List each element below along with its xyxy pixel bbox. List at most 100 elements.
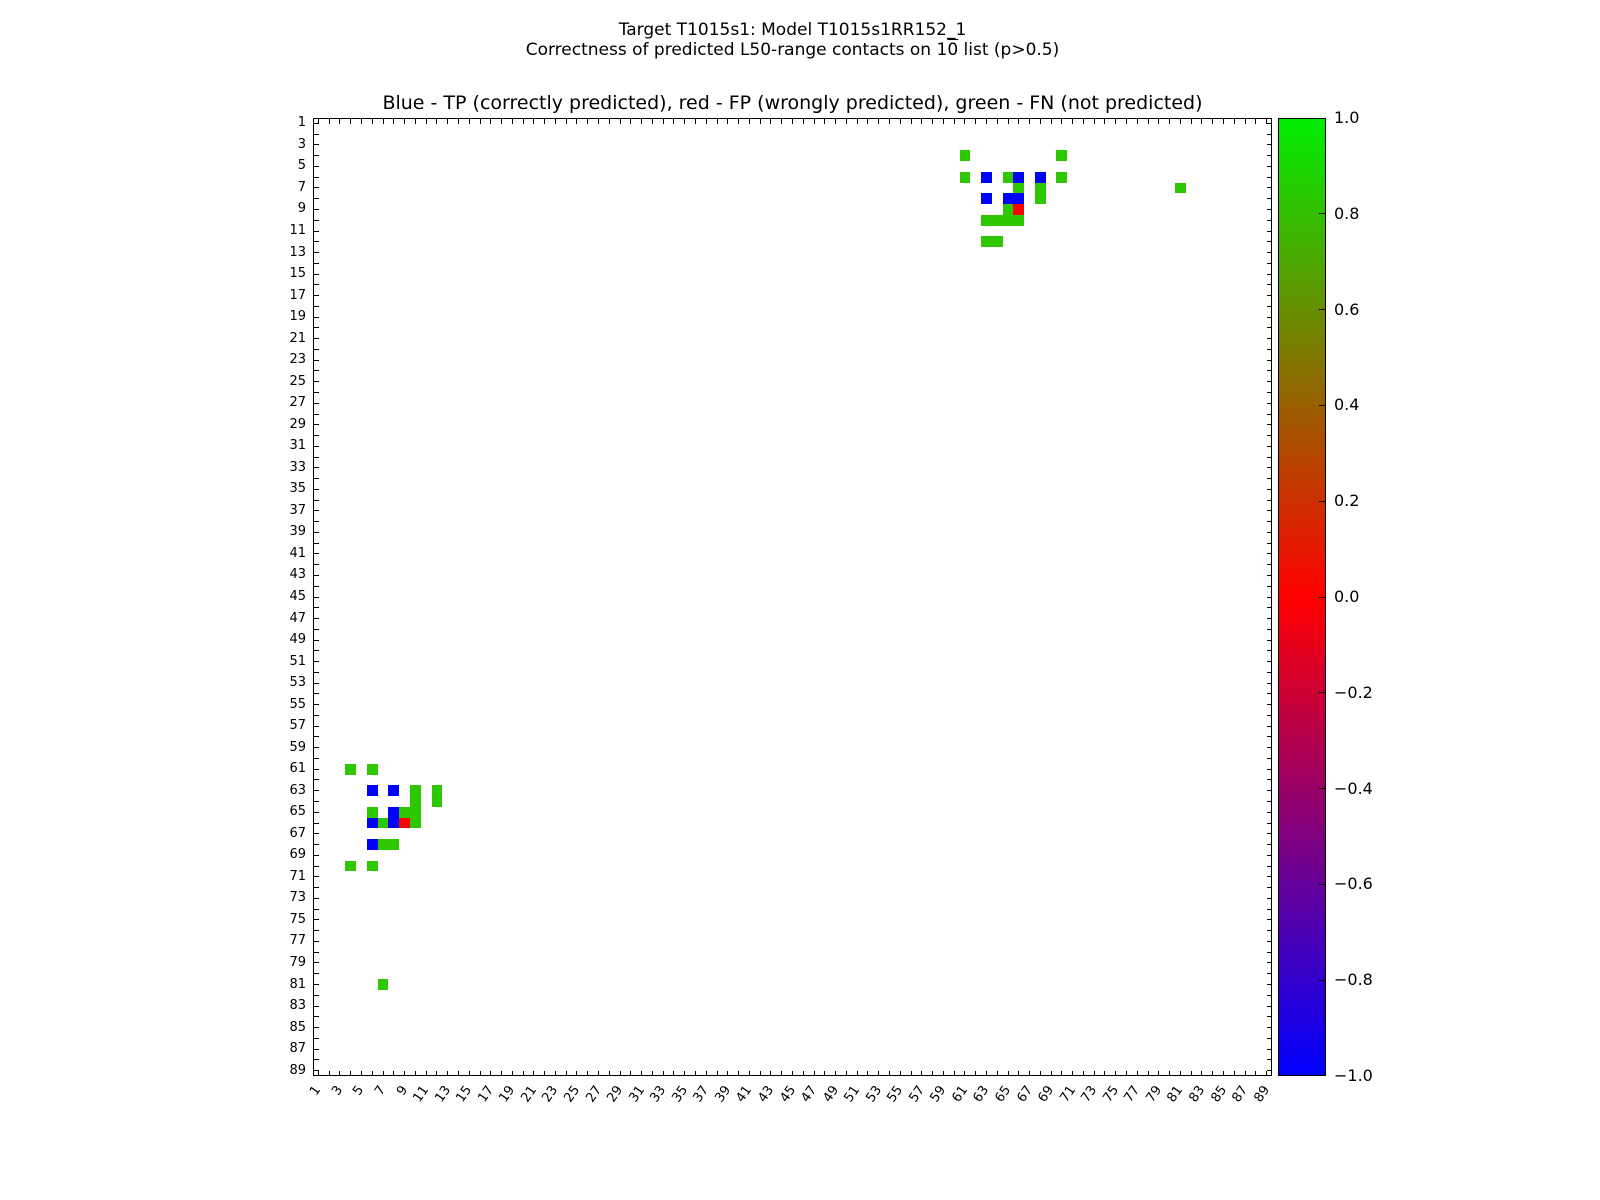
x-axis-tick [414, 1070, 416, 1075]
y-axis-tick [314, 133, 319, 135]
y-axis-tick [1266, 133, 1271, 135]
x-axis-tick [738, 119, 740, 124]
x-axis-tick [953, 119, 955, 124]
x-axis-tick [835, 119, 837, 124]
y-axis-tick [314, 305, 319, 307]
x-axis-tick [878, 119, 880, 124]
y-axis-tick [1266, 811, 1271, 813]
x-axis-tick [1050, 119, 1052, 124]
x-axis-tick [1072, 1070, 1074, 1075]
x-axis-tick [554, 119, 556, 124]
y-axis-tick [1266, 661, 1271, 663]
x-axis-tick [339, 119, 341, 124]
y-axis-tick [1266, 208, 1271, 210]
x-axis-tick [598, 1070, 600, 1075]
x-axis-tick [996, 119, 998, 124]
x-axis-tick [436, 119, 438, 124]
y-axis-tick [1266, 865, 1271, 867]
x-axis-tick [1104, 119, 1106, 124]
y-axis-tick [1266, 316, 1271, 318]
y-axis-tick [314, 499, 319, 501]
y-axis-tick [314, 962, 319, 964]
contact-cell-FN [409, 817, 421, 829]
figure-subtitle-text-overlined: 0 [947, 40, 959, 60]
y-tick-label: 17 [289, 287, 306, 303]
x-axis-tick [608, 119, 610, 124]
figure-subtitle-text-pre: Correctness of predicted L50-range conta… [525, 40, 948, 60]
contact-cell-FP [1013, 204, 1025, 215]
y-axis-tick [314, 736, 319, 738]
y-axis-tick [1266, 359, 1271, 361]
x-axis-tick [1223, 1070, 1224, 1075]
y-axis-tick [314, 930, 319, 932]
y-tick-label: 75 [289, 911, 306, 927]
x-axis-tick [1061, 1070, 1063, 1075]
x-axis-tick [1007, 119, 1009, 124]
y-tick-label: 45 [289, 589, 306, 604]
x-axis-tick [770, 119, 772, 124]
y-axis-tick [1266, 488, 1271, 490]
x-axis-tick [975, 119, 977, 124]
y-tick-label: 89 [289, 1062, 306, 1078]
x-axis-tick [651, 119, 653, 124]
contact-cell-FP [399, 817, 410, 829]
y-axis-tick [314, 811, 319, 813]
y-axis-tick [314, 327, 319, 329]
y-axis-tick [1266, 435, 1271, 437]
x-axis-tick [824, 1070, 826, 1075]
y-axis-tick [314, 413, 319, 415]
x-axis-tick [705, 1070, 707, 1075]
y-axis-tick [1266, 801, 1271, 803]
y-axis-tick [314, 951, 319, 953]
y-axis-tick [1266, 456, 1271, 458]
x-axis-tick [856, 119, 858, 124]
x-axis-tick [468, 119, 470, 124]
y-tick-label: 57 [289, 718, 306, 734]
x-axis-tick [964, 1070, 966, 1075]
y-axis-tick [314, 359, 319, 361]
y-axis-tick [314, 757, 319, 759]
x-axis-tick [1255, 1070, 1257, 1075]
contact-cell-FN [1034, 193, 1046, 205]
y-axis-tick [314, 887, 319, 889]
y-axis-tick [314, 574, 319, 576]
contact-cell-FN [959, 150, 971, 162]
x-axis-tick [522, 1070, 524, 1075]
x-axis-tick [824, 119, 826, 124]
contact-cell-FN [345, 860, 357, 872]
y-axis-tick [1266, 424, 1271, 426]
y-axis-tick [1266, 478, 1271, 480]
y-axis-tick [1266, 187, 1271, 189]
x-axis-tick [1179, 119, 1181, 124]
x-axis-tick [684, 1070, 686, 1075]
x-axis-tick [328, 1070, 330, 1075]
y-axis-tick [1266, 951, 1271, 953]
y-axis-tick [1266, 618, 1271, 620]
y-tick-label: 61 [289, 761, 306, 777]
x-axis-tick [511, 1070, 513, 1075]
y-axis-tick [314, 833, 319, 835]
y-axis-tick [1266, 736, 1271, 738]
x-axis-tick [1050, 1070, 1052, 1075]
y-tick-label: 19 [289, 309, 306, 325]
x-axis-tick [1212, 119, 1214, 124]
y-axis-tick [1266, 962, 1271, 964]
x-axis-tick [533, 119, 535, 124]
contact-cell-FN [431, 796, 443, 807]
y-axis-tick [1266, 822, 1271, 824]
y-axis-tick [1266, 553, 1271, 555]
contact-cell-TP [388, 785, 400, 797]
y-axis-tick [1266, 262, 1271, 264]
x-axis-tick [899, 1070, 901, 1075]
y-tick-label: 5 [297, 158, 306, 174]
y-axis-tick [1266, 1048, 1271, 1050]
colorbar-tick [1319, 883, 1325, 885]
y-axis-tick [314, 391, 319, 393]
y-axis-tick [1266, 725, 1271, 727]
y-axis-tick [314, 295, 319, 297]
y-axis-tick [314, 553, 319, 555]
y-axis-tick [314, 801, 319, 803]
contact-cell-FN [409, 785, 421, 797]
y-tick-label: 55 [289, 696, 306, 712]
y-axis-tick [1266, 230, 1271, 232]
